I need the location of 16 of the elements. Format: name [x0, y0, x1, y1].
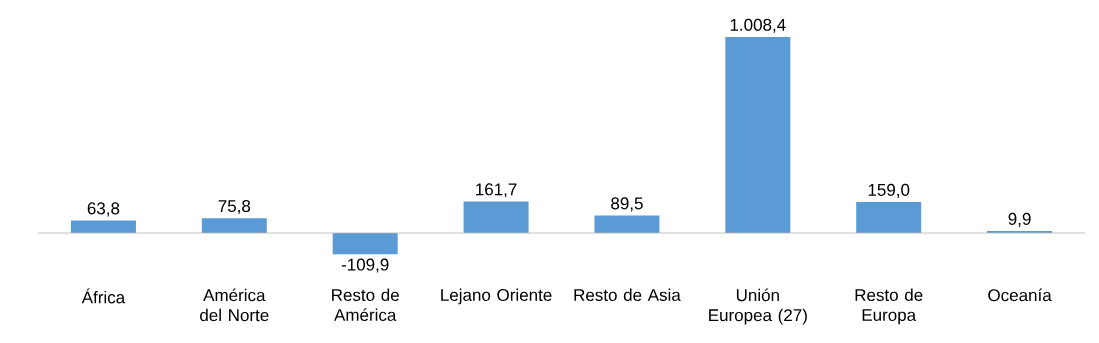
x-tick-label: Unión Europea (27): [709, 288, 807, 325]
data-label: 161,7: [476, 183, 517, 198]
x-tick-label: América del Norte: [200, 288, 269, 322]
data-label: 63,8: [87, 202, 120, 217]
x-tick-label: Resto de Asia: [574, 288, 681, 302]
data-label: -109,9: [341, 258, 389, 273]
data-label: 9,9: [1008, 212, 1031, 227]
data-label: 75,8: [218, 200, 251, 215]
data-label: 89,5: [611, 197, 643, 212]
x-tick-label: Lejano Oriente: [441, 288, 552, 305]
x-tick-label: Oceanía: [988, 288, 1052, 302]
x-tick-label: Resto de Europa: [855, 288, 923, 325]
x-tick-label: Resto de América: [332, 288, 399, 322]
x-tick-label: África: [81, 288, 126, 304]
data-label: 159,0: [868, 183, 910, 198]
data-label: 1.008,4: [730, 18, 786, 33]
